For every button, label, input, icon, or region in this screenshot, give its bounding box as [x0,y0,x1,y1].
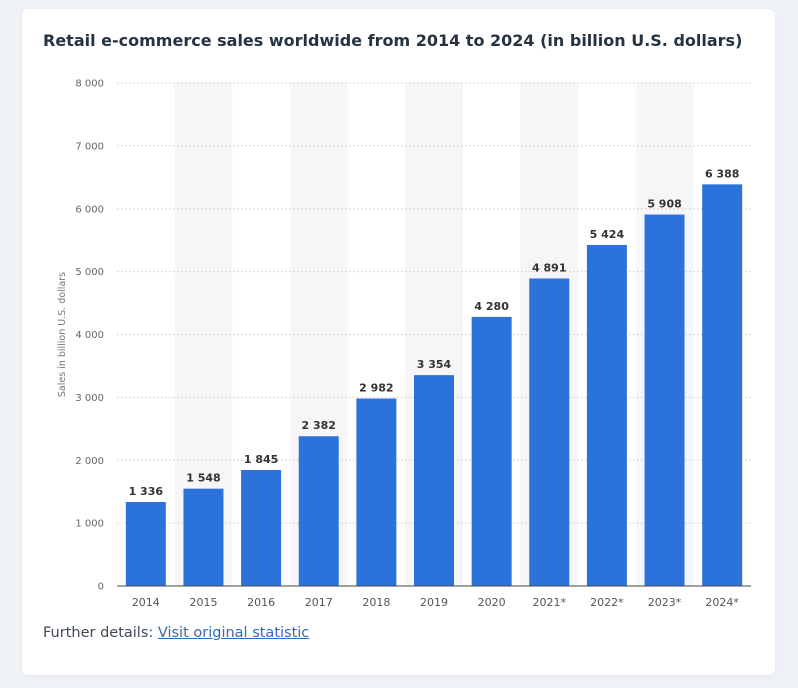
y-tick-label: 8 000 [75,79,104,90]
statistic-card: Retail e-commerce sales worldwide from 2… [22,9,775,675]
value-labels: 1 336 1 548 1 845 2 382 2 982 3 354 4 280 4 891… [129,167,740,498]
chart-title: Retail e-commerce sales worldwide from 2… [43,31,743,50]
value-label: 1 336 [129,485,164,498]
x-tick-label: 2015 [189,596,217,609]
bar-2015[interactable] [183,488,224,586]
value-label: 6 388 [705,167,739,180]
bar-2022[interactable] [586,244,627,586]
bar-2018[interactable] [356,398,397,586]
y-tick-label: 2 000 [75,456,104,467]
bar-2017[interactable] [298,436,339,586]
y-tick-label: 4 000 [75,330,104,341]
x-tick-label: 2023* [648,596,682,609]
value-label: 4 280 [474,300,509,313]
bar-chart: 0 1 000 2 000 3 000 4 000 5 000 6 000 7 000 8 00… [57,79,751,609]
bar-2020[interactable] [471,316,512,586]
y-axis-title: Sales in billion U.S. dollars [57,272,68,397]
value-label: 5 908 [647,198,681,211]
x-tick-label: 2020 [478,596,506,609]
value-label: 2 982 [359,382,393,395]
bar-2014[interactable] [125,501,166,586]
value-label: 5 424 [590,228,625,241]
x-tick-label: 2017 [305,596,333,609]
y-tick-label: 5 000 [75,267,104,278]
x-tick-label: 2021* [533,596,567,609]
bar-2016[interactable] [241,469,282,586]
y-axis-ticks: 0 1 000 2 000 3 000 4 000 5 000 6 000 7 000 8 00… [75,79,104,593]
x-tick-label: 2014 [132,596,160,609]
y-tick-label: 3 000 [75,393,104,404]
further-details: Further details: Visit original statisti… [43,625,309,641]
x-tick-label: 2016 [247,596,275,609]
further-details-label: Further details: [43,625,154,641]
value-label: 3 354 [417,358,452,371]
y-tick-label: 1 000 [75,519,104,530]
value-label: 1 548 [186,472,220,485]
y-tick-label: 6 000 [75,204,104,215]
bar-2021[interactable] [529,278,570,586]
y-tick-label: 7 000 [75,141,104,152]
x-tick-label: 2024* [705,596,739,609]
value-label: 4 891 [532,261,566,274]
x-tick-label: 2018 [362,596,390,609]
x-tick-label: 2019 [420,596,448,609]
y-tick-label: 0 [98,582,104,593]
bar-2024[interactable] [702,184,743,587]
bars [125,184,743,587]
bar-2019[interactable] [414,375,454,586]
value-label: 2 382 [302,419,336,432]
x-tick-label: 2022* [590,596,624,609]
bar-2023[interactable] [644,214,685,587]
value-label: 1 845 [244,453,278,466]
x-axis-ticks: 2014 2015 2016 2017 2018 2019 2020 2021* 2022* 20… [132,596,740,609]
visit-original-statistic-link[interactable]: Visit original statistic [157,625,310,641]
